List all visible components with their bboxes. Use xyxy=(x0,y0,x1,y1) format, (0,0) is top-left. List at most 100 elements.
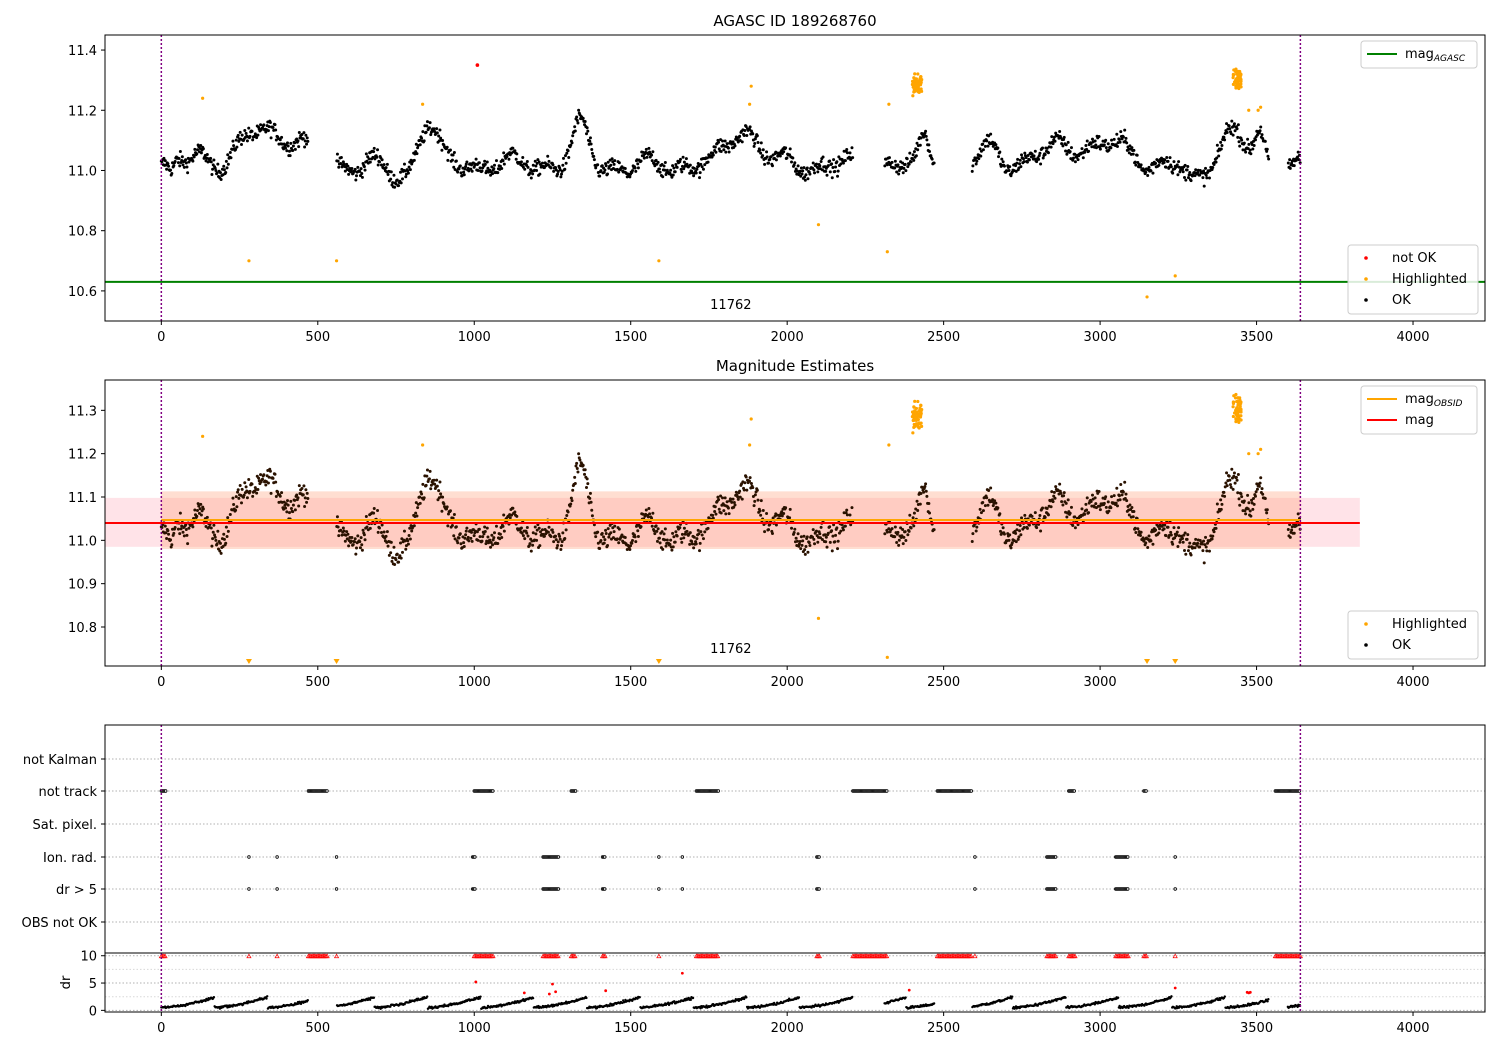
ok-point xyxy=(218,171,222,175)
ok-point xyxy=(305,500,309,504)
ok-point xyxy=(799,174,803,178)
ok-point xyxy=(1231,133,1235,137)
ok-point xyxy=(364,152,368,156)
ok-point xyxy=(573,481,577,485)
ok-point xyxy=(650,159,654,163)
ok-point xyxy=(389,177,393,181)
ok-point xyxy=(212,158,216,162)
ok-point xyxy=(454,525,458,529)
ok-point xyxy=(725,142,729,146)
ok-point xyxy=(1138,533,1142,537)
ok-point xyxy=(606,543,610,547)
ok-point xyxy=(663,168,667,172)
ok-point xyxy=(1214,526,1218,530)
ok-point xyxy=(195,514,199,518)
ok-point xyxy=(571,134,575,138)
ok-point xyxy=(234,495,238,499)
highlighted-point xyxy=(816,223,821,227)
ok-point xyxy=(1083,150,1087,154)
ok-point xyxy=(1052,135,1056,139)
ok-point xyxy=(665,168,669,172)
ok-point xyxy=(915,499,919,503)
ok-point xyxy=(744,124,748,128)
ok-point xyxy=(1210,537,1214,541)
ok-point xyxy=(511,146,515,150)
ok-point xyxy=(1062,135,1066,139)
ok-point xyxy=(1123,128,1127,132)
ok-point xyxy=(560,172,564,176)
ok-point xyxy=(688,531,692,535)
ok-point xyxy=(836,174,840,178)
flag-point xyxy=(247,887,251,891)
ok-point xyxy=(360,175,364,179)
ok-point xyxy=(1035,526,1039,530)
ok-point xyxy=(165,537,169,541)
ok-point xyxy=(1033,149,1037,153)
ok-point xyxy=(424,130,428,134)
ok-point xyxy=(1109,506,1113,510)
ok-point xyxy=(596,530,600,534)
ok-point xyxy=(232,144,236,148)
ok-point xyxy=(400,177,404,181)
ok-point xyxy=(1237,140,1241,144)
ok-point xyxy=(1239,492,1243,496)
highlighted-point xyxy=(914,406,919,411)
ok-point xyxy=(456,170,460,174)
ok-point xyxy=(410,529,414,533)
y-tick-label: 11.2 xyxy=(68,104,97,119)
highlighted-point xyxy=(919,80,923,84)
ok-point xyxy=(538,530,542,534)
ok-point xyxy=(534,164,538,168)
ok-point xyxy=(1297,158,1301,162)
legend-marker xyxy=(1364,298,1368,302)
ok-point xyxy=(1233,481,1237,485)
out-of-range-marker xyxy=(655,659,662,664)
ok-point xyxy=(646,515,650,519)
ok-point xyxy=(1185,168,1189,172)
ok-point xyxy=(722,148,726,152)
ok-point xyxy=(255,136,259,140)
ok-point xyxy=(577,452,581,456)
ok-point xyxy=(915,141,919,145)
ok-point xyxy=(284,146,288,150)
ok-point xyxy=(380,158,384,162)
ok-point xyxy=(1118,140,1122,144)
highlighted-point xyxy=(1231,400,1236,404)
ok-point xyxy=(655,539,659,543)
ok-point xyxy=(384,534,388,538)
ok-point xyxy=(293,508,297,512)
ok-point xyxy=(1251,496,1255,500)
ok-point xyxy=(706,526,710,530)
ok-point xyxy=(1205,549,1209,553)
ok-point xyxy=(400,550,404,554)
ok-point xyxy=(1236,135,1240,139)
ok-point xyxy=(1104,505,1108,509)
ok-point xyxy=(1041,146,1045,150)
ok-point xyxy=(655,529,659,533)
ok-point xyxy=(902,535,906,539)
ok-point xyxy=(759,499,763,503)
ok-point xyxy=(408,168,412,172)
ok-point xyxy=(1016,157,1020,161)
x-tick-label: 0 xyxy=(157,330,165,345)
highlighted-point xyxy=(1231,76,1235,80)
ok-point xyxy=(491,543,495,547)
ok-point xyxy=(301,137,305,141)
ok-point xyxy=(774,158,778,162)
ok-point xyxy=(721,496,725,500)
ok-point xyxy=(1069,146,1073,150)
ok-point xyxy=(384,166,388,170)
ok-point xyxy=(342,162,346,166)
highlighted-point xyxy=(1256,108,1260,112)
ok-point xyxy=(336,525,340,529)
y-tick-label: 11.0 xyxy=(68,164,97,179)
ok-point xyxy=(280,491,284,495)
ok-point xyxy=(462,173,466,177)
ok-point xyxy=(558,534,562,538)
ok-point xyxy=(178,511,182,515)
ok-point xyxy=(1176,544,1180,548)
ok-point xyxy=(893,166,897,170)
flag-point xyxy=(1126,855,1130,859)
ok-point xyxy=(723,496,727,500)
ok-point xyxy=(1259,125,1263,129)
